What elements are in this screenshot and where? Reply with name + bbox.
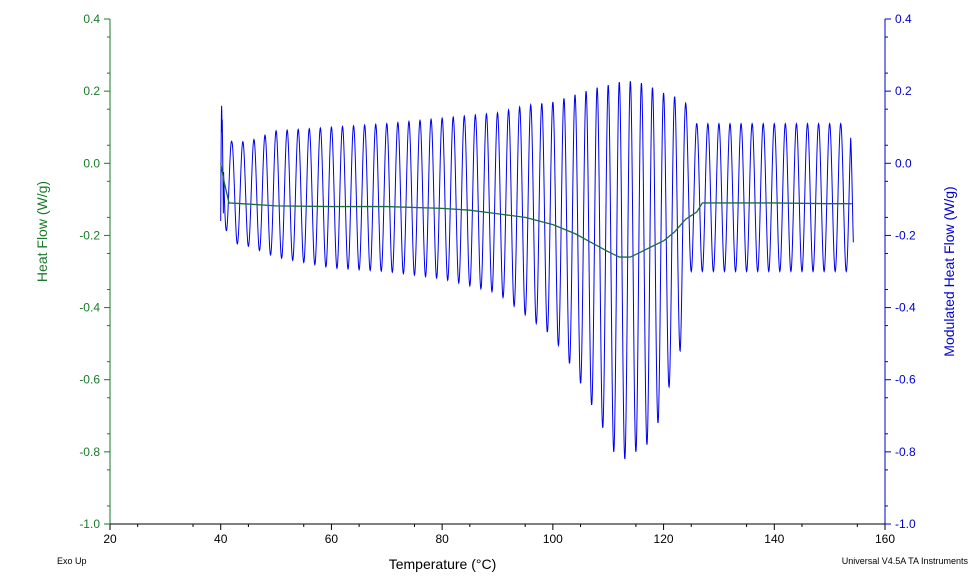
y-left-tick-label: -0.4: [79, 301, 100, 315]
x-tick-label: 160: [875, 532, 895, 546]
y-left-axis-title: Heat Flow (W/g): [34, 181, 50, 282]
x-tick-label: 100: [543, 532, 563, 546]
y-right-tick-label: -0.6: [895, 373, 916, 387]
x-tick-label: 120: [654, 532, 674, 546]
y-right-tick-label: 0.0: [895, 156, 912, 170]
y-right-tick-label: 0.4: [895, 12, 912, 26]
x-axis-title: Temperature (°C): [389, 556, 497, 572]
x-tick-label: 60: [325, 532, 339, 546]
y-right-tick-label: 0.2: [895, 84, 912, 98]
exo-up-label: Exo Up: [57, 556, 87, 566]
y-left-tick-label: 0.0: [83, 156, 100, 170]
x-tick-label: 20: [103, 532, 117, 546]
heat-flow-line: [220, 163, 852, 258]
y-left-tick-label: -0.8: [79, 445, 100, 459]
y-right-tick-label: -0.8: [895, 445, 916, 459]
y-right-tick-label: -0.2: [895, 228, 916, 242]
modulated-heat-flow-line: [220, 81, 854, 460]
y-left-tick-label: 0.4: [83, 12, 100, 26]
instrument-label: Universal V4.5A TA Instruments: [842, 556, 969, 566]
y-left-tick-label: -1.0: [79, 517, 100, 531]
x-tick-label: 40: [214, 532, 228, 546]
y-right-tick-label: -1.0: [895, 517, 916, 531]
y-left-tick-label: -0.6: [79, 373, 100, 387]
y-left-tick-label: -0.2: [79, 228, 100, 242]
x-tick-label: 80: [435, 532, 449, 546]
y-right-tick-label: -0.4: [895, 301, 916, 315]
y-left-tick-label: 0.2: [83, 84, 100, 98]
y-right-axis-title: Modulated Heat Flow (W/g): [941, 186, 957, 356]
x-tick-label: 140: [764, 532, 784, 546]
